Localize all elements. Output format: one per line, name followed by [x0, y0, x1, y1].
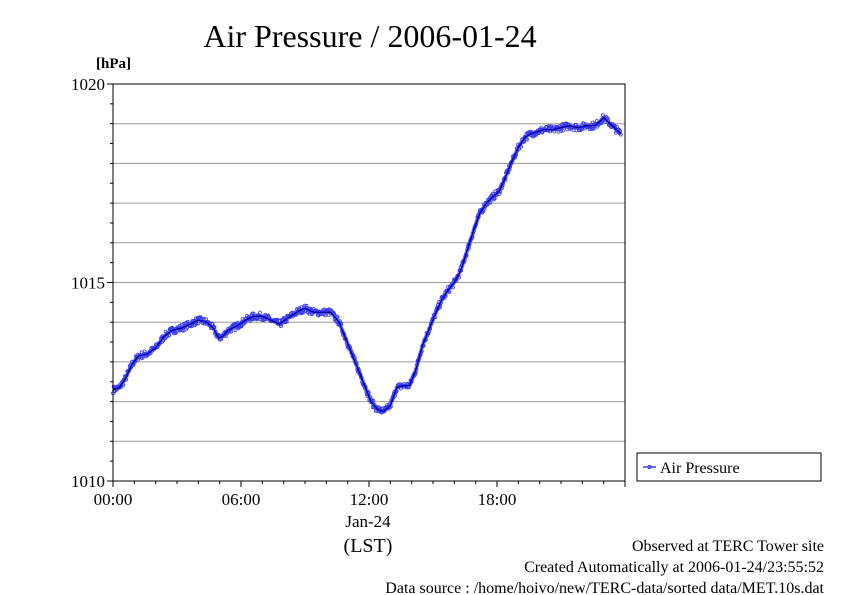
legend-marker-swatch [647, 464, 652, 470]
footer-created-timestamp: Created Automatically at 2006-01-24/23:5… [524, 559, 824, 576]
series-line [112, 117, 622, 413]
y-axis-ticks: 1010 1015 1020 [71, 75, 113, 491]
chart-title: Air Pressure / 2006-01-24 [203, 18, 536, 54]
legend-label-air-pressure: Air Pressure [660, 460, 740, 477]
legend-box [636, 452, 822, 482]
y-tick-label: 1010 [71, 472, 105, 491]
x-axis-timezone-label: (LST) [344, 535, 393, 557]
series-air-pressure [111, 113, 623, 415]
x-tick-label: 18:00 [478, 490, 517, 509]
data-point [257, 310, 262, 315]
series-air-pressure-markers [111, 113, 623, 415]
series-line-halo [112, 115, 623, 414]
x-tick-label: 06:00 [222, 490, 261, 509]
y-tick-label: 1015 [71, 274, 105, 293]
x-tick-label: 12:00 [350, 490, 389, 509]
x-axis-date-label: Jan-24 [345, 512, 391, 531]
legend: Air Pressure [636, 452, 822, 482]
y-axis-unit-label: [hPa] [96, 56, 131, 72]
x-axis-ticks: 00:00 06:00 12:00 18:00 [94, 481, 626, 509]
y-tick-label: 1020 [71, 75, 105, 94]
footer-observed-site: Observed at TERC Tower site [632, 538, 824, 555]
x-tick-label: 00:00 [94, 490, 133, 509]
footer-data-source: Data source : /home/hoivo/new/TERC-data/… [385, 580, 824, 595]
